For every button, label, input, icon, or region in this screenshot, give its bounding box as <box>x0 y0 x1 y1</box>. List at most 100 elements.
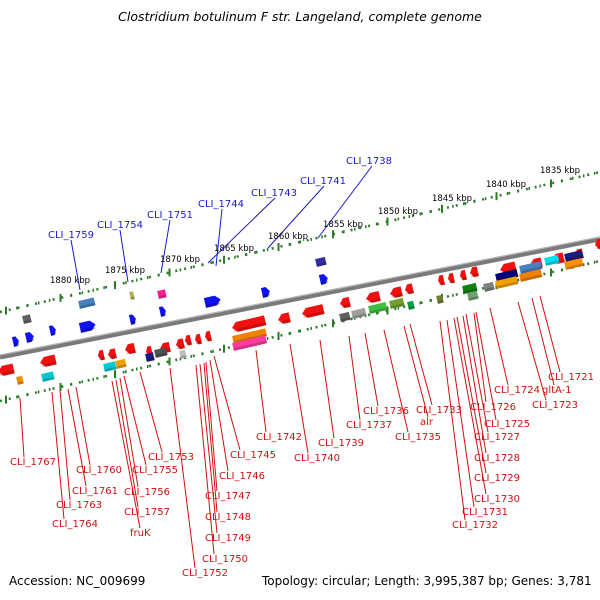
gene-label[interactable]: CLI_1759 <box>48 230 94 241</box>
gene-label[interactable]: CLI_1723 <box>532 400 578 411</box>
gene-arrow[interactable] <box>11 336 20 347</box>
gene-arrow[interactable] <box>39 354 57 367</box>
gene-label[interactable]: CLI_1763 <box>56 500 102 511</box>
gene-label[interactable]: CLI_1754 <box>97 220 143 231</box>
gene-label[interactable]: fruK <box>130 528 151 539</box>
gene-label[interactable]: CLI_1737 <box>346 420 392 431</box>
gene-arrow[interactable] <box>124 342 136 355</box>
gene-block[interactable] <box>483 281 495 292</box>
gene-block[interactable] <box>145 352 155 362</box>
gene-label[interactable]: CLI_1753 <box>148 452 194 463</box>
gene-block[interactable] <box>407 300 415 310</box>
gene-block[interactable] <box>368 302 388 314</box>
gene-arrow[interactable] <box>78 319 97 333</box>
gene-label[interactable]: CLI_1733 <box>416 405 462 416</box>
gene-block[interactable] <box>78 297 96 309</box>
gene-arrow[interactable] <box>128 314 137 325</box>
gene-label[interactable]: CLI_1738 <box>346 156 392 167</box>
gene-block[interactable] <box>351 307 367 319</box>
gene-label[interactable]: CLI_1744 <box>198 199 244 210</box>
gene-label[interactable]: CLI_1741 <box>300 176 346 187</box>
gene-arrow[interactable] <box>107 348 117 360</box>
gene-label[interactable]: CLI_1750 <box>202 554 248 565</box>
gene-block[interactable] <box>519 261 543 274</box>
gene-block[interactable] <box>103 361 117 372</box>
gene-block[interactable] <box>389 297 405 309</box>
gene-arrow[interactable] <box>97 349 105 361</box>
gene-arrow[interactable] <box>318 273 329 285</box>
gene-arrow[interactable] <box>339 296 351 309</box>
gene-label[interactable]: CLI_1725 <box>484 419 530 430</box>
gene-label[interactable]: CLI_1735 <box>395 432 441 443</box>
gene-block[interactable] <box>564 258 584 270</box>
gene-arrow[interactable] <box>48 325 57 336</box>
gene-label[interactable]: CLI_1732 <box>452 520 498 531</box>
gene-block[interactable] <box>154 347 168 358</box>
gene-arrow[interactable] <box>0 363 15 376</box>
gene-label[interactable]: CLI_1760 <box>76 465 122 476</box>
gene-label[interactable]: CLI_1739 <box>318 438 364 449</box>
gene-label[interactable]: CLI_1742 <box>256 432 302 443</box>
gene-arrow[interactable] <box>158 306 167 317</box>
gene-label[interactable]: CLI_1743 <box>251 188 297 199</box>
gene-arrow[interactable] <box>459 269 467 281</box>
gene-arrow[interactable] <box>231 315 267 332</box>
gene-label[interactable]: CLI_1748 <box>205 512 251 523</box>
gene-block[interactable] <box>129 291 135 300</box>
gene-arrow[interactable] <box>260 286 271 298</box>
gene-block[interactable] <box>22 314 32 324</box>
gene-arrow[interactable] <box>301 304 325 319</box>
gene-label[interactable]: CLI_1756 <box>124 487 170 498</box>
gene-label[interactable]: CLI_1757 <box>124 507 170 518</box>
gene-arrow[interactable] <box>175 338 185 350</box>
gene-block[interactable] <box>315 256 327 267</box>
gene-arrow[interactable] <box>404 283 414 295</box>
gene-label[interactable]: CLI_1761 <box>72 486 118 497</box>
gene-label[interactable]: CLI_1721 <box>548 372 594 383</box>
gene-block[interactable] <box>467 290 479 301</box>
gene-label[interactable]: CLI_1764 <box>52 519 98 530</box>
gene-block[interactable] <box>462 282 478 294</box>
gene-label[interactable]: CLI_1740 <box>294 453 340 464</box>
gene-label[interactable]: CLI_1767 <box>10 457 56 468</box>
gene-arrow[interactable] <box>437 274 445 286</box>
gene-arrow[interactable] <box>469 266 479 278</box>
gene-label[interactable]: gltA-1 <box>542 385 572 396</box>
gene-arrow[interactable] <box>447 272 455 284</box>
gene-arrow[interactable] <box>365 290 381 304</box>
gene-block[interactable] <box>339 311 351 322</box>
gene-arrow[interactable] <box>24 331 35 343</box>
gene-label[interactable]: alr <box>420 417 434 428</box>
gene-block[interactable] <box>41 371 55 382</box>
gene-label[interactable]: CLI_1724 <box>494 385 540 396</box>
gene-block[interactable] <box>544 254 560 266</box>
gene-block[interactable] <box>495 276 519 289</box>
gene-block[interactable] <box>115 358 127 369</box>
gene-label[interactable]: CLI_1736 <box>363 406 409 417</box>
gene-label[interactable]: CLI_1730 <box>474 494 520 505</box>
gene-label[interactable]: CLI_1746 <box>219 471 265 482</box>
gene-label[interactable]: CLI_1752 <box>182 568 228 579</box>
gene-arrow[interactable] <box>194 333 202 345</box>
gene-block[interactable] <box>16 375 24 385</box>
gene-arrow[interactable] <box>389 286 403 298</box>
gene-block[interactable] <box>519 269 543 282</box>
gene-label[interactable]: CLI_1749 <box>205 533 251 544</box>
gene-arrow[interactable] <box>184 334 192 346</box>
gene-arrow[interactable] <box>204 330 212 342</box>
gene-block[interactable] <box>436 294 444 304</box>
gene-label[interactable]: CLI_1755 <box>132 465 178 476</box>
gene-label[interactable]: CLI_1745 <box>230 450 276 461</box>
gene-label[interactable]: CLI_1731 <box>462 507 508 518</box>
gene-block[interactable] <box>179 349 187 359</box>
gene-label[interactable]: CLI_1728 <box>474 453 520 464</box>
gene-label[interactable]: CLI_1726 <box>470 402 516 413</box>
gene-block[interactable] <box>232 335 268 351</box>
gene-arrow[interactable] <box>277 312 291 324</box>
gene-arrow[interactable] <box>203 294 222 308</box>
gene-label[interactable]: CLI_1751 <box>147 210 193 221</box>
gene-label[interactable]: CLI_1747 <box>205 491 251 502</box>
gene-label[interactable]: CLI_1727 <box>474 432 520 443</box>
gene-label[interactable]: CLI_1729 <box>474 473 520 484</box>
gene-block[interactable] <box>157 289 167 299</box>
